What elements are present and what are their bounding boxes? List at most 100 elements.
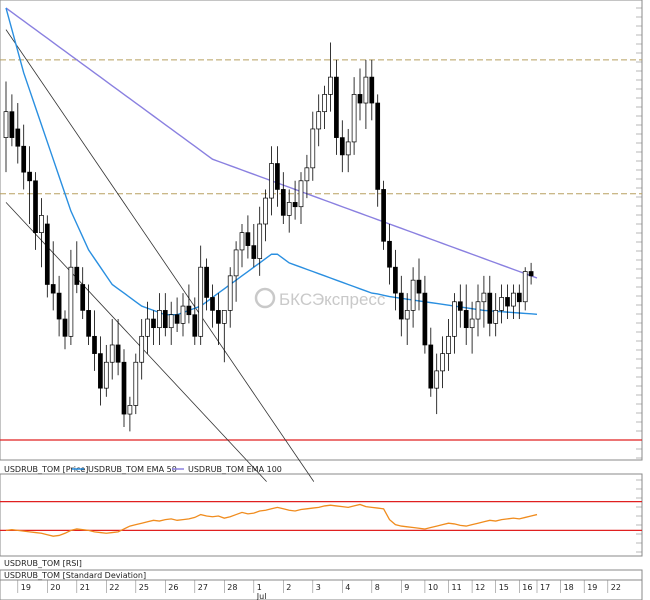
candle-body-down <box>251 245 257 259</box>
rsi-line <box>5 503 538 537</box>
x-tick-label: 11 <box>452 583 462 592</box>
candle-body-down <box>9 111 15 138</box>
candle <box>410 267 416 328</box>
candle <box>174 297 180 332</box>
legend-stddev: USDRUB_TOM [Standard Deviation] <box>4 571 146 580</box>
candle <box>50 241 56 311</box>
candle-body-up <box>328 76 333 95</box>
candle <box>56 275 62 337</box>
candle-body-up <box>257 223 263 259</box>
candle-body-up <box>263 197 268 225</box>
candle-body-up <box>3 111 9 138</box>
candle-body-up <box>481 292 487 303</box>
candle-body-down <box>375 102 381 190</box>
x-tick-label: 22 <box>611 583 621 592</box>
candle-body-down <box>463 310 469 329</box>
candle-body-down <box>393 266 398 294</box>
x-tick-label: 21 <box>80 583 90 592</box>
candle <box>269 146 274 216</box>
candle-body-down <box>115 344 121 363</box>
candle <box>233 241 239 302</box>
legend-ema50: USDRUB_TOM EMA 50 <box>88 465 177 474</box>
candle-body-down <box>92 335 97 354</box>
candle <box>280 172 286 224</box>
candle <box>33 172 38 250</box>
candle <box>44 215 50 298</box>
x-tick-label: 26 <box>168 583 178 592</box>
candle-body-down <box>62 318 68 337</box>
candle <box>168 301 174 345</box>
candle <box>381 180 386 250</box>
x-tick-label: 3 <box>316 583 321 592</box>
candle-body-down <box>204 266 209 298</box>
candle-body-down <box>357 94 363 104</box>
candle <box>286 189 292 233</box>
candle-body-up <box>410 279 416 311</box>
x-tick-label: 10 <box>428 583 438 592</box>
candle-body-up <box>157 310 162 329</box>
candle-body-down <box>86 310 91 337</box>
month-label: Jul <box>256 592 267 600</box>
candle <box>398 275 404 337</box>
candle <box>505 284 510 320</box>
x-tick-label: 15 <box>499 583 509 592</box>
candle <box>369 59 375 121</box>
x-tick-label: 18 <box>564 583 574 592</box>
candle-body-down <box>174 314 180 324</box>
candle-body-down <box>528 271 534 277</box>
candle <box>68 249 74 345</box>
ema50-line <box>5 7 538 316</box>
candle <box>3 81 9 173</box>
candle <box>345 128 351 173</box>
candle-body-down <box>339 137 345 156</box>
candle <box>157 293 162 345</box>
candle-body-down <box>74 266 80 285</box>
candle <box>457 284 463 328</box>
candle-body-down <box>33 180 38 233</box>
candle <box>298 172 304 224</box>
x-tick-label: 28 <box>227 583 237 592</box>
candle <box>103 344 109 397</box>
candle-body-up <box>233 249 239 277</box>
candle-body-down <box>457 301 463 311</box>
candle-body-down <box>50 284 56 294</box>
candle-body-up <box>351 94 357 143</box>
candle <box>434 353 440 415</box>
candle-body-down <box>98 353 103 389</box>
candle <box>511 284 516 320</box>
candle-body-up <box>145 318 150 337</box>
candle-body-down <box>151 318 156 329</box>
candle-body-down <box>422 292 428 346</box>
candle <box>393 249 398 311</box>
candle <box>27 146 32 224</box>
candle <box>15 103 21 164</box>
candle-body-down <box>416 279 422 294</box>
candle <box>9 94 15 147</box>
candle-body-up <box>168 314 174 329</box>
candle <box>92 310 97 371</box>
candle <box>127 396 133 432</box>
candle-body-up <box>440 353 445 372</box>
candle <box>74 241 80 294</box>
candle <box>98 336 103 406</box>
candle <box>316 94 322 147</box>
price-panel <box>0 0 643 461</box>
x-tick-label: 9 <box>404 583 409 592</box>
candle <box>221 310 227 363</box>
candle <box>475 284 481 337</box>
candle-body-up <box>269 163 274 199</box>
candle-body-up <box>493 310 499 324</box>
candle-body-up <box>298 180 304 208</box>
candle <box>322 85 327 129</box>
candle-body-down <box>80 284 86 311</box>
candle-body-down <box>292 202 298 208</box>
candle <box>80 267 86 320</box>
candle <box>528 262 534 285</box>
candle <box>292 180 298 220</box>
candle <box>192 297 198 345</box>
candle-body-up <box>139 335 145 363</box>
legend-price: USDRUB_TOM [Price] <box>4 465 88 474</box>
candle <box>422 275 428 354</box>
candle <box>469 301 475 354</box>
